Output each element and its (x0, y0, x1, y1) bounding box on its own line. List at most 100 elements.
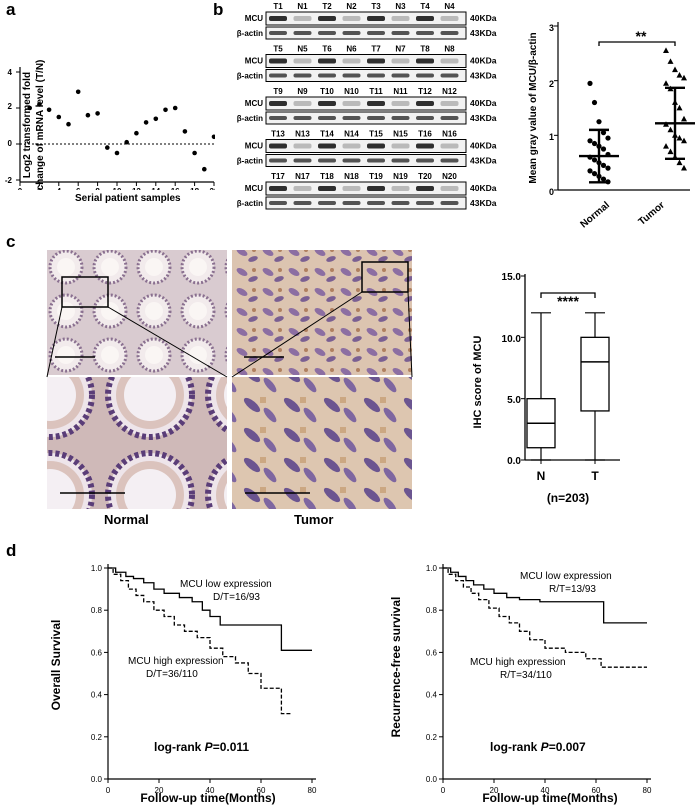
panel-a-ylabel-2: change of mRNA level (T/N) (35, 60, 46, 190)
panel-b-normal-point (596, 119, 602, 125)
panel-c-ylabel: IHC score of MCU (472, 335, 484, 428)
panel-a-point (211, 134, 215, 140)
km-left-low-ratio: D/T=16/93 (213, 592, 260, 603)
blot-lane-label: N3 (395, 2, 406, 11)
blot-lane-label: T1 (273, 2, 283, 11)
km-ytick: 0.8 (426, 606, 438, 615)
km-xtick: 20 (490, 786, 499, 795)
km-right-logrank: log-rank P=0.007 (490, 740, 586, 754)
km-ytick: 0.6 (91, 648, 103, 657)
blot-mcu-band (318, 143, 336, 149)
blot-lane-label: N9 (297, 87, 308, 96)
km-xtick: 40 (541, 786, 550, 795)
km-ytick: 0.4 (426, 691, 438, 700)
panel-a-xtick: 4 (57, 187, 62, 190)
blot-row-label-actin: β-actin (237, 29, 263, 38)
blot-lane-label: T17 (271, 172, 285, 181)
blot-mcu-band (367, 58, 385, 64)
panel-a-point (114, 150, 120, 156)
blot-actin-band (367, 73, 385, 78)
km-left-low-label: MCU low expression (180, 579, 272, 590)
blot-kda-mcu: 40KDa (470, 183, 497, 193)
panel-c-ytick: 15.0 (502, 272, 522, 283)
blot-mcu-band (391, 16, 410, 21)
panel-b-normal-point (587, 138, 593, 144)
zoom-line (231, 291, 363, 378)
km-xtick: 80 (308, 786, 317, 795)
blot-actin-band (391, 31, 410, 35)
blot-lane-label: N5 (297, 45, 308, 54)
panel-b-significance: ** (636, 28, 647, 44)
panel-label-d: d (6, 541, 17, 560)
km-right-high-label: MCU high expression (470, 657, 566, 668)
blot-mcu-band (342, 16, 361, 21)
panel-a-point (134, 130, 139, 136)
blot-actin-strip (265, 154, 467, 167)
blot-actin-band (367, 31, 385, 35)
blot-actin-band (367, 116, 385, 120)
blot-kda-actin: 43KDa (470, 198, 497, 208)
blot-mcu-band (440, 143, 459, 149)
km-ytick: 0.4 (91, 691, 103, 700)
km-left-high-label: MCU high expression (128, 656, 224, 667)
panel-a-chart: 4 2 0 -2 Log2 transformed fold change of… (5, 60, 215, 190)
blot-lane-label: N13 (295, 130, 310, 139)
blot-row-label-actin: β-actin (237, 199, 263, 208)
blot-actin-band (391, 73, 410, 78)
km-ytick: 0.2 (91, 733, 103, 742)
blot-actin-band (293, 31, 312, 35)
blot-lane-label: T10 (320, 87, 334, 96)
blot-actin-band (293, 158, 312, 163)
blot-mcu-band (269, 143, 287, 149)
panel-b-ylabel: Mean gray value of MCU/β-actin (528, 32, 539, 183)
panel-b-xlabel-normal: Normal (578, 200, 612, 228)
panel-a-point (75, 89, 81, 95)
blot-lane-label: N20 (442, 172, 457, 181)
panel-b-normal-point (600, 146, 607, 152)
blot-lane-label: T19 (369, 172, 383, 181)
blot-lane-label: N10 (344, 87, 359, 96)
ihc-tumor-overview-image (232, 250, 412, 375)
panel-a-xtick: 20 (210, 187, 215, 190)
panel-b-tumor-point (667, 148, 674, 155)
ihc-tumor-roi-box (361, 261, 409, 293)
blot-lane-label: T6 (322, 45, 332, 54)
km-left-ylabel: Overall Survival (49, 620, 63, 711)
blot-mcu-band (367, 16, 385, 21)
panel-a-point (66, 121, 71, 127)
blot-lane-label: N12 (442, 87, 457, 96)
blot-row-label-actin: β-actin (237, 72, 263, 81)
blot-actin-band (293, 201, 312, 205)
panel-b-ytick: 1 (549, 132, 554, 142)
km-xtick: 40 (206, 786, 215, 795)
blot-mcu-band (269, 58, 287, 64)
blot-mcu-band (440, 101, 459, 106)
blot-actin-band (269, 73, 287, 78)
blot-lane-label: T18 (320, 172, 334, 181)
blot-lane-label: N19 (393, 172, 408, 181)
panel-b-normal-point (591, 140, 598, 147)
blot-actin-strip (265, 69, 467, 82)
blot-mcu-strip (265, 11, 467, 26)
panel-b-sig-bracket (598, 41, 676, 46)
blot-lane-label: N4 (444, 2, 455, 11)
km-ytick: 0.2 (426, 733, 438, 742)
blot-mcu-band (391, 101, 410, 106)
blot-lane-label: N15 (393, 130, 408, 139)
blot-actin-band (293, 73, 312, 78)
panel-b-tumor-point (667, 58, 674, 64)
panel-a-xtick: 18 (190, 187, 199, 190)
panel-a-xtick: 2 (37, 187, 42, 190)
blot-lane-label: N2 (346, 2, 357, 11)
panel-c-sig-bracket (540, 292, 596, 298)
blot-actin-band (342, 31, 361, 35)
western-blot-panel: T1 N1 T2 N2 T3 N3 T4 N4 MCU β-actin 40KDa 43KDa T5 N5… (237, 2, 497, 210)
blot-lane-label: T4 (420, 2, 430, 11)
blot-actin-band (416, 201, 434, 205)
panel-b-normal-point (591, 157, 598, 163)
km-high-expression-curve (108, 567, 292, 715)
blot-mcu-band (416, 186, 434, 191)
ihc-image-panel (46, 250, 413, 509)
panel-b-tumor-point (676, 159, 683, 166)
blot-mcu-band (367, 101, 385, 106)
